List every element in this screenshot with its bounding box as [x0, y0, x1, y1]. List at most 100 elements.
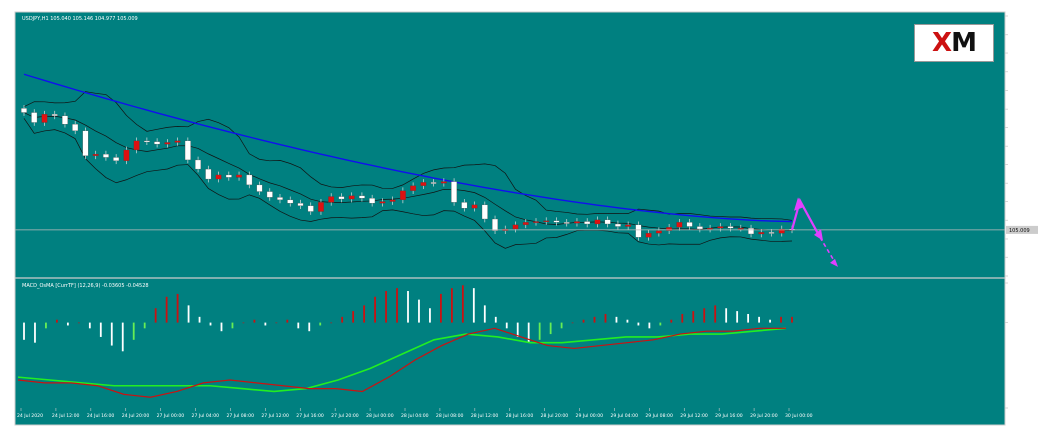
candle [184, 137, 191, 164]
price-tick-label: 106.240 [1012, 125, 1033, 131]
candle [625, 221, 632, 230]
chart-title: USDJPY,H1 105.040 105.146 104.977 105.00… [22, 16, 138, 22]
macd-bar [231, 322, 234, 329]
macd-bar [440, 293, 442, 323]
candle [533, 218, 539, 226]
candle [328, 193, 335, 206]
price-tick-label: 106.015 [1012, 144, 1033, 150]
candle [348, 192, 355, 203]
candle [297, 199, 304, 210]
candle [236, 171, 242, 181]
macd-bar [703, 308, 706, 323]
candle [246, 171, 253, 189]
macd-bar [374, 296, 376, 323]
candle [614, 220, 621, 230]
macd-bar [637, 322, 640, 326]
current-price-line: 105.009 [15, 225, 1038, 234]
time-tick-label: 30 Jul 00:00 [785, 413, 813, 419]
price-tick-label: 107.135 [1012, 51, 1033, 57]
time-tick-label: 28 Jul 00:00 [366, 413, 394, 419]
macd-bar [308, 322, 311, 332]
candle [553, 217, 560, 226]
candle [748, 224, 754, 238]
macd-bar [604, 313, 607, 323]
macd-bar [34, 322, 36, 343]
macd-bar [330, 322, 333, 324]
candle [399, 187, 406, 204]
candle [584, 218, 591, 228]
macd-bar [121, 322, 124, 352]
candle [655, 227, 662, 237]
macd-bar [681, 313, 684, 323]
moving-average [23, 73, 793, 223]
macd-tick-label: 0.13794 [1012, 281, 1033, 287]
macd-bar [264, 322, 267, 326]
candle [737, 224, 744, 232]
price-tick-label: 105.350 [1012, 200, 1033, 206]
candle [318, 199, 324, 215]
forecast-arrow-line [790, 197, 821, 238]
time-tick-label: 28 Jul 12:00 [471, 413, 499, 419]
time-tick-label: 28 Jul 08:00 [436, 413, 464, 419]
time-tick-label: 29 Jul 20:00 [750, 413, 778, 419]
time-tick-label: 24 Jul 16:00 [87, 413, 115, 419]
macd-bar [582, 319, 585, 323]
macd-bar [670, 319, 673, 323]
macd-bar [352, 311, 355, 323]
candle [389, 196, 396, 205]
macd-bar [253, 319, 256, 323]
price-tick-label: 105.125 [1012, 218, 1033, 224]
macd-bar [396, 288, 398, 323]
time-tick-label: 29 Jul 12:00 [680, 413, 708, 419]
price-tick-label: 106.910 [1012, 70, 1033, 76]
candle [113, 154, 120, 165]
candle [62, 112, 68, 128]
time-tick-label: 29 Jul 04:00 [610, 413, 638, 419]
price-tick-label: 105.570 [1012, 181, 1033, 187]
ma-line [23, 73, 793, 223]
candle [707, 224, 714, 233]
candle [481, 201, 488, 223]
macd-bar [736, 311, 739, 323]
macd-bar [692, 311, 695, 323]
candle [82, 127, 89, 160]
candle [451, 178, 458, 206]
logo-text: XM [932, 28, 977, 58]
candle [31, 109, 38, 126]
macd-bar [143, 322, 146, 329]
candle [102, 150, 109, 161]
candle [154, 138, 161, 148]
macd-tick-label: -0.29756 [1012, 406, 1034, 412]
time-tick-label: 28 Jul 16:00 [506, 413, 534, 419]
candle [410, 182, 417, 195]
candle [461, 199, 468, 212]
macd-bar [615, 316, 618, 323]
macd-bar [220, 322, 223, 332]
macd-bar [286, 319, 289, 323]
candle [143, 137, 150, 145]
time-tick-label: 29 Jul 16:00 [715, 413, 743, 419]
price-tick-label: 105.795 [1012, 163, 1033, 169]
macd-bar [154, 308, 157, 323]
macd-bar [429, 308, 431, 323]
macd-bar [242, 322, 245, 324]
candle [21, 105, 27, 116]
candle [277, 194, 283, 204]
macd-bar [209, 322, 212, 326]
macd-bar [88, 322, 91, 329]
macd-tick-label: 0.00 [1012, 321, 1023, 327]
time-tick-label: 27 Jul 08:00 [226, 413, 254, 419]
macd-bar [593, 316, 596, 323]
macd-bar [132, 322, 135, 340]
candle [215, 171, 222, 183]
time-tick-label: 27 Jul 16:00 [296, 413, 324, 419]
price-panel: USDJPY,H1 105.040 105.146 104.977 105.00… [15, 14, 1038, 280]
time-tick-label: 29 Jul 00:00 [576, 413, 604, 419]
time-tick-label: 24 Jul 20:00 [122, 413, 150, 419]
macd-bar [198, 316, 201, 323]
candle [205, 165, 212, 183]
macd-bar [275, 322, 278, 324]
candle [225, 171, 232, 181]
macd-bar [165, 296, 168, 323]
price-tick-label: 104.900 [1012, 237, 1033, 243]
